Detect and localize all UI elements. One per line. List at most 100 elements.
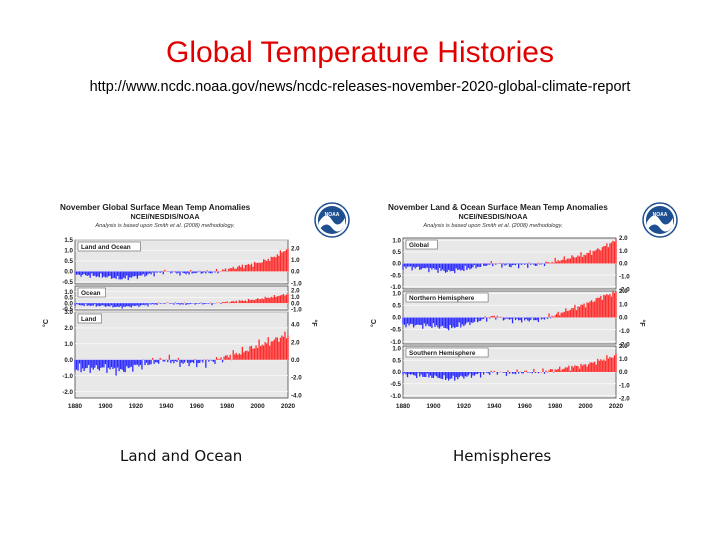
anomaly-bar bbox=[126, 271, 128, 276]
anomaly-bar bbox=[232, 301, 234, 304]
source-url[interactable]: http://www.ncdc.noaa.gov/news/ncdc-relea… bbox=[89, 79, 631, 95]
anomaly-bar bbox=[247, 351, 250, 360]
f-tick-label: -1.0 bbox=[619, 382, 630, 389]
anomaly-bar bbox=[101, 303, 104, 306]
anomaly-bar bbox=[281, 294, 283, 304]
anomaly-bar bbox=[164, 359, 166, 362]
anomaly-bar bbox=[231, 268, 233, 272]
anomaly-bar bbox=[475, 317, 477, 319]
anomaly-bar bbox=[572, 256, 575, 264]
anomaly-bar bbox=[600, 250, 602, 264]
anomaly-bar bbox=[159, 357, 161, 360]
anomaly-bar bbox=[505, 263, 508, 265]
anomaly-bar bbox=[126, 359, 128, 367]
anomaly-bar bbox=[145, 359, 148, 363]
anomaly-bar bbox=[228, 357, 230, 360]
anomaly-bar bbox=[466, 317, 468, 323]
anomaly-bar bbox=[403, 372, 406, 374]
anomaly-bar bbox=[572, 308, 575, 318]
anomaly-bar bbox=[221, 302, 224, 304]
anomaly-bar bbox=[409, 317, 412, 324]
anomaly-bar bbox=[127, 271, 129, 281]
anomaly-bar bbox=[266, 297, 268, 304]
anomaly-bar bbox=[610, 242, 613, 264]
anomaly-bar bbox=[259, 299, 262, 304]
anomaly-bar bbox=[435, 263, 438, 270]
anomaly-bar bbox=[186, 359, 189, 363]
anomaly-bar bbox=[451, 372, 453, 379]
anomaly-bar bbox=[100, 359, 102, 368]
anomaly-bar bbox=[568, 310, 570, 318]
anomaly-bar bbox=[549, 369, 552, 372]
anomaly-bar bbox=[85, 359, 87, 369]
anomaly-bar bbox=[273, 295, 275, 304]
anomaly-bar bbox=[196, 303, 198, 304]
anomaly-bar bbox=[563, 368, 565, 372]
anomaly-bar bbox=[104, 303, 107, 307]
anomaly-bar bbox=[185, 271, 187, 275]
anomaly-bar bbox=[249, 346, 251, 360]
anomaly-bar bbox=[470, 317, 473, 323]
anomaly-bar bbox=[489, 263, 491, 265]
anomaly-bar bbox=[86, 303, 88, 306]
anomaly-bar bbox=[249, 265, 251, 272]
anomaly-bar bbox=[241, 346, 243, 360]
anomaly-bar bbox=[499, 316, 502, 318]
c-tick-label: 0.0 bbox=[64, 269, 73, 276]
anomaly-bar bbox=[276, 296, 278, 304]
anomaly-bar bbox=[554, 257, 556, 264]
anomaly-bar bbox=[88, 303, 90, 306]
anomaly-bar bbox=[97, 271, 99, 277]
anomaly-bar bbox=[116, 359, 119, 368]
anomaly-bar bbox=[78, 303, 81, 306]
anomaly-bar bbox=[139, 359, 142, 365]
anomaly-bar bbox=[194, 271, 196, 274]
anomaly-bar bbox=[243, 268, 245, 272]
anomaly-bar bbox=[151, 271, 154, 273]
anomaly-bar bbox=[414, 317, 416, 326]
anomaly-bar bbox=[89, 359, 91, 373]
anomaly-bar bbox=[533, 317, 535, 321]
anomaly-bar bbox=[490, 260, 492, 264]
anomaly-bar bbox=[510, 317, 512, 320]
anomaly-bar bbox=[133, 359, 135, 365]
anomaly-bar bbox=[604, 360, 606, 372]
slide-title: Global Temperature Histories bbox=[166, 36, 554, 69]
anomaly-bar bbox=[270, 256, 272, 272]
anomaly-bar bbox=[417, 263, 419, 267]
anomaly-bar bbox=[243, 301, 245, 304]
anomaly-bar bbox=[413, 317, 415, 328]
anomaly-bar bbox=[185, 359, 187, 361]
anomaly-bar bbox=[145, 271, 148, 276]
anomaly-bar bbox=[120, 271, 122, 280]
anomaly-bar bbox=[481, 317, 483, 320]
panel-label: Southern Hemisphere bbox=[409, 350, 476, 357]
anomaly-bar bbox=[238, 300, 240, 304]
panel-label: Northern Hemisphere bbox=[409, 295, 475, 302]
anomaly-bar bbox=[142, 271, 145, 274]
anomaly-bar bbox=[95, 303, 97, 307]
anomaly-bar bbox=[229, 302, 231, 304]
anomaly-bar bbox=[411, 372, 413, 375]
x-tick-label: 1900 bbox=[98, 403, 113, 410]
anomaly-bar bbox=[167, 359, 169, 363]
anomaly-bar bbox=[266, 260, 268, 272]
anomaly-bar bbox=[455, 263, 457, 269]
anomaly-bar bbox=[568, 258, 570, 264]
anomaly-bar bbox=[565, 367, 567, 372]
anomaly-bar bbox=[205, 303, 207, 304]
anomaly-bar bbox=[425, 317, 427, 327]
anomaly-bar bbox=[505, 372, 508, 376]
anomaly-bar bbox=[545, 317, 547, 319]
anomaly-bar bbox=[438, 263, 441, 268]
anomaly-bar bbox=[220, 357, 222, 360]
anomaly-bar bbox=[95, 359, 97, 366]
anomaly-bar bbox=[113, 359, 116, 368]
anomaly-bar bbox=[486, 372, 488, 373]
anomaly-bar bbox=[186, 303, 189, 305]
anomaly-bar bbox=[583, 254, 585, 264]
anomaly-bar bbox=[285, 338, 288, 360]
anomaly-bar bbox=[489, 372, 491, 375]
anomaly-bar bbox=[214, 359, 216, 364]
anomaly-bar bbox=[425, 372, 427, 378]
